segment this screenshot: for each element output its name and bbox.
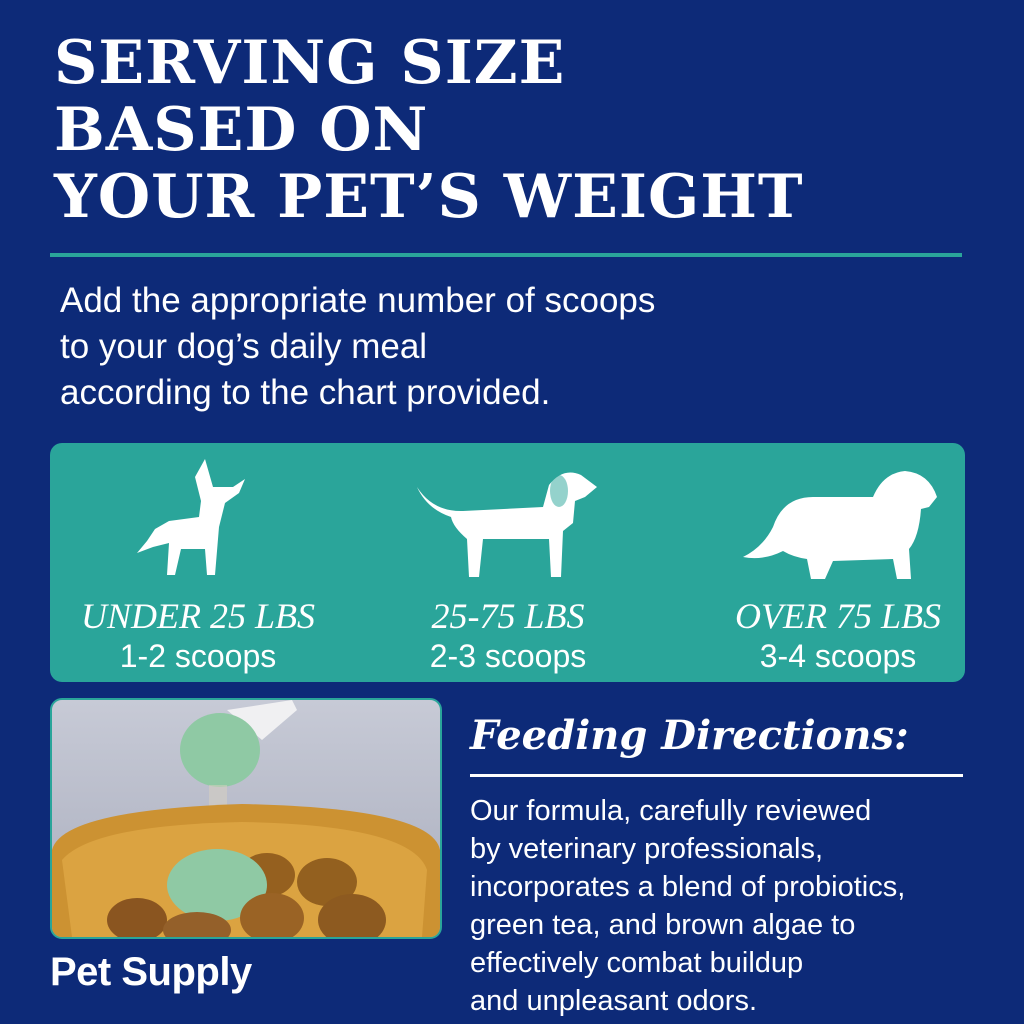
serving-large: OVER 75 LBS 3-4 scoops [688, 443, 988, 676]
feeding-line: incorporates a blend of probiotics, [470, 871, 906, 903]
intro-line: to your dog’s daily meal [60, 327, 428, 366]
serving-medium: 25-75 LBS 2-3 scoops [358, 443, 658, 676]
scoop-count: 1-2 scoops [119, 638, 277, 674]
scoop-count: 2-3 scoops [429, 638, 587, 674]
feeding-line: by veterinary professionals, [470, 833, 823, 865]
title-line: BASED ON [54, 95, 429, 165]
serving-small: UNDER 25 LBS 1-2 scoops [48, 443, 348, 676]
feeding-line: and unpleasant odors. [470, 985, 757, 1017]
feeding-line: effectively combat buildup [470, 947, 804, 979]
title-divider [50, 253, 962, 257]
feeding-divider [470, 774, 963, 777]
feeding-line: Our formula, carefully reviewed [470, 795, 872, 827]
large-dog-icon [743, 471, 937, 579]
scoop-count: 3-4 scoops [759, 638, 917, 674]
small-dog-icon [137, 459, 245, 575]
intro-line: Add the appropriate number of scoops [60, 281, 656, 320]
intro-line: according to the chart provided. [60, 373, 551, 412]
title-line: SERVING SIZE [54, 28, 566, 98]
feeding-directions-text: Our formula, carefully reviewed by veter… [470, 792, 1010, 1020]
medium-dog-icon [417, 472, 597, 577]
brand-logo: Pet Supply [50, 950, 252, 994]
page-title: SERVING SIZE BASED ON YOUR PET’S WEIGHT [54, 30, 804, 231]
weight-range: OVER 75 LBS [735, 596, 941, 636]
intro-text: Add the appropriate number of scoops to … [60, 278, 655, 416]
weight-range: 25-75 LBS [431, 596, 585, 636]
feeding-line: green tea, and brown algae to [470, 909, 856, 941]
title-line: YOUR PET’S WEIGHT [54, 162, 804, 232]
serving-chart: UNDER 25 LBS 1-2 scoops 25-75 LBS 2-3 sc… [50, 443, 965, 682]
weight-range: UNDER 25 LBS [81, 596, 315, 636]
feeding-directions-title: Feeding Directions: [470, 712, 909, 759]
product-photo [50, 698, 442, 939]
scoop-bowl-image [52, 700, 440, 937]
